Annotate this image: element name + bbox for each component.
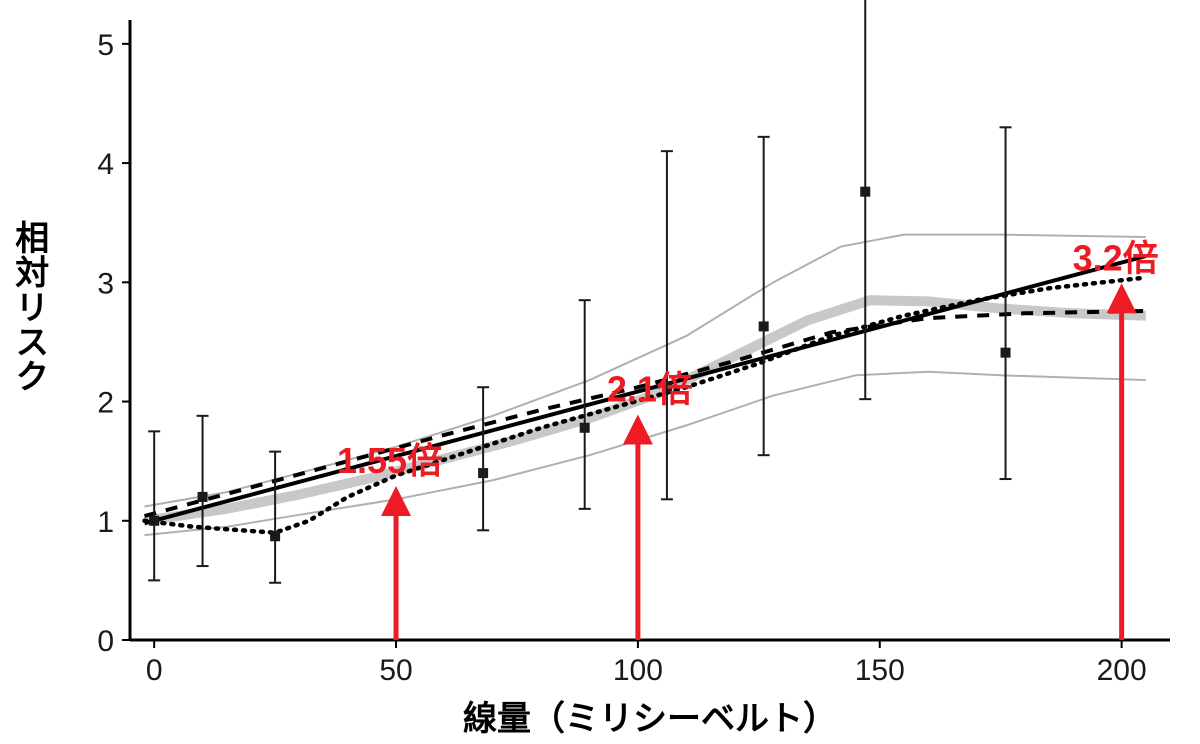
annotation-label: 3.2倍	[1073, 237, 1159, 278]
x-tick-label: 200	[1097, 654, 1147, 687]
x-tick-label: 0	[146, 654, 163, 687]
annotation-label: 2.1倍	[607, 368, 693, 409]
series-dashed	[145, 311, 1146, 516]
chart-svg: 012345050100150200線量（ミリシーベルト）1.55倍2.1倍3.…	[0, 0, 1200, 744]
chart-container: 012345050100150200線量（ミリシーベルト）1.55倍2.1倍3.…	[0, 0, 1200, 744]
series-smooth_mean	[145, 300, 1146, 521]
y-tick-label: 5	[97, 29, 114, 62]
x-axis-label: 線量（ミリシーベルト）	[463, 699, 837, 738]
data-marker	[580, 423, 590, 433]
annotation-label: 1.55倍	[337, 440, 443, 481]
y-tick-label: 3	[97, 267, 114, 300]
data-marker	[478, 468, 488, 478]
y-tick-label: 2	[97, 387, 114, 420]
data-marker	[270, 531, 280, 541]
data-marker	[759, 321, 769, 331]
y-axis-label: 相対リスク	[10, 220, 46, 393]
y-tick-label: 0	[97, 625, 114, 658]
data-marker	[860, 187, 870, 197]
data-marker	[198, 492, 208, 502]
data-marker	[1001, 348, 1011, 358]
data-marker	[149, 516, 159, 526]
y-tick-label: 4	[97, 148, 114, 181]
x-tick-label: 150	[855, 654, 905, 687]
x-tick-label: 100	[613, 654, 663, 687]
x-tick-label: 50	[379, 654, 412, 687]
y-tick-label: 1	[97, 506, 114, 539]
